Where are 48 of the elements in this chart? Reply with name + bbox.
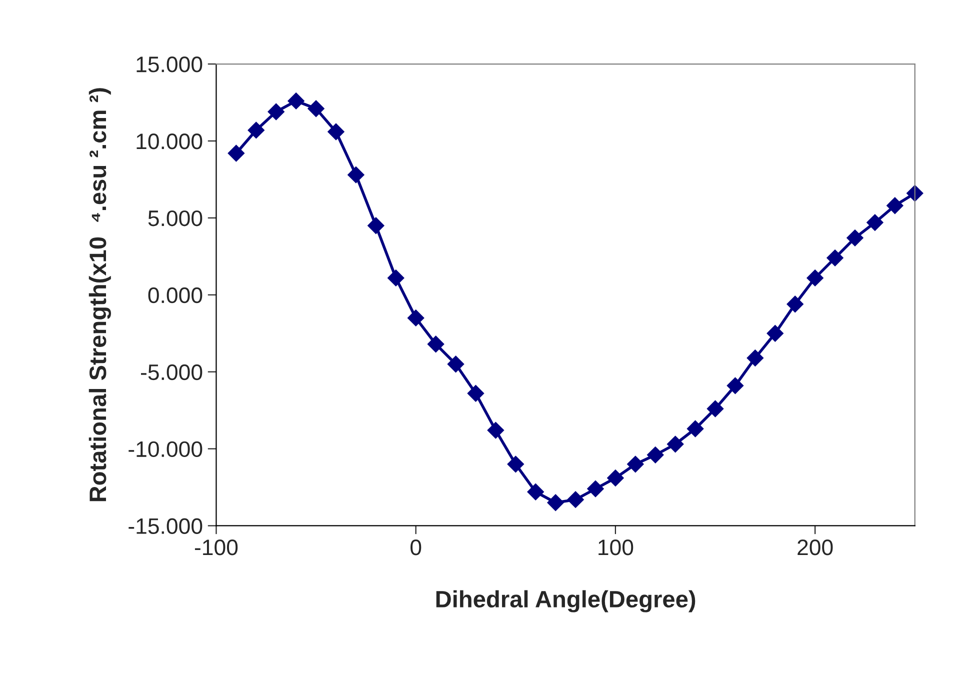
x-tick-label: 200	[798, 540, 833, 556]
point	[786, 296, 804, 312]
x-tick-label: -100	[194, 540, 238, 556]
point	[348, 166, 364, 184]
x-axis-title: Dihedral Angle(Degree)	[436, 590, 696, 612]
point	[288, 92, 304, 110]
point	[547, 494, 564, 512]
point	[527, 483, 544, 500]
point	[706, 400, 724, 418]
point	[647, 446, 664, 464]
point	[886, 197, 904, 214]
y-tick-label: -10.000	[128, 441, 202, 458]
point	[627, 456, 644, 473]
y-tick-label: 15.000	[136, 56, 202, 72]
point	[567, 491, 584, 508]
point	[487, 422, 504, 439]
y-tick-label: -5.000	[141, 364, 202, 380]
point	[427, 336, 444, 352]
y-tick-label: 10.000	[136, 134, 202, 150]
point	[587, 480, 604, 498]
point	[666, 436, 684, 453]
point	[467, 384, 484, 402]
point	[866, 214, 884, 231]
y-axis-title: Rotational Strength(x10 ⁴.esu ².cm ²)	[88, 88, 112, 502]
point	[228, 144, 245, 162]
point	[388, 270, 404, 286]
point	[607, 470, 624, 486]
y-tick-label: 0.000	[148, 287, 202, 304]
x-tick-label: 100	[598, 540, 634, 556]
y-tick-label: -15.000	[128, 518, 202, 534]
point	[766, 324, 784, 342]
point	[746, 350, 764, 366]
point	[407, 310, 424, 326]
point	[328, 123, 344, 140]
point	[726, 377, 744, 394]
point	[826, 250, 844, 266]
point	[368, 217, 384, 234]
point	[906, 184, 924, 202]
point	[308, 100, 324, 118]
x-tick-label: 0	[410, 540, 422, 556]
point	[447, 356, 464, 373]
point	[846, 230, 864, 246]
point	[806, 270, 824, 286]
point	[268, 103, 284, 120]
point	[507, 456, 524, 473]
point	[248, 122, 265, 139]
y-tick-label: 5.000	[148, 210, 202, 226]
point	[686, 420, 704, 438]
